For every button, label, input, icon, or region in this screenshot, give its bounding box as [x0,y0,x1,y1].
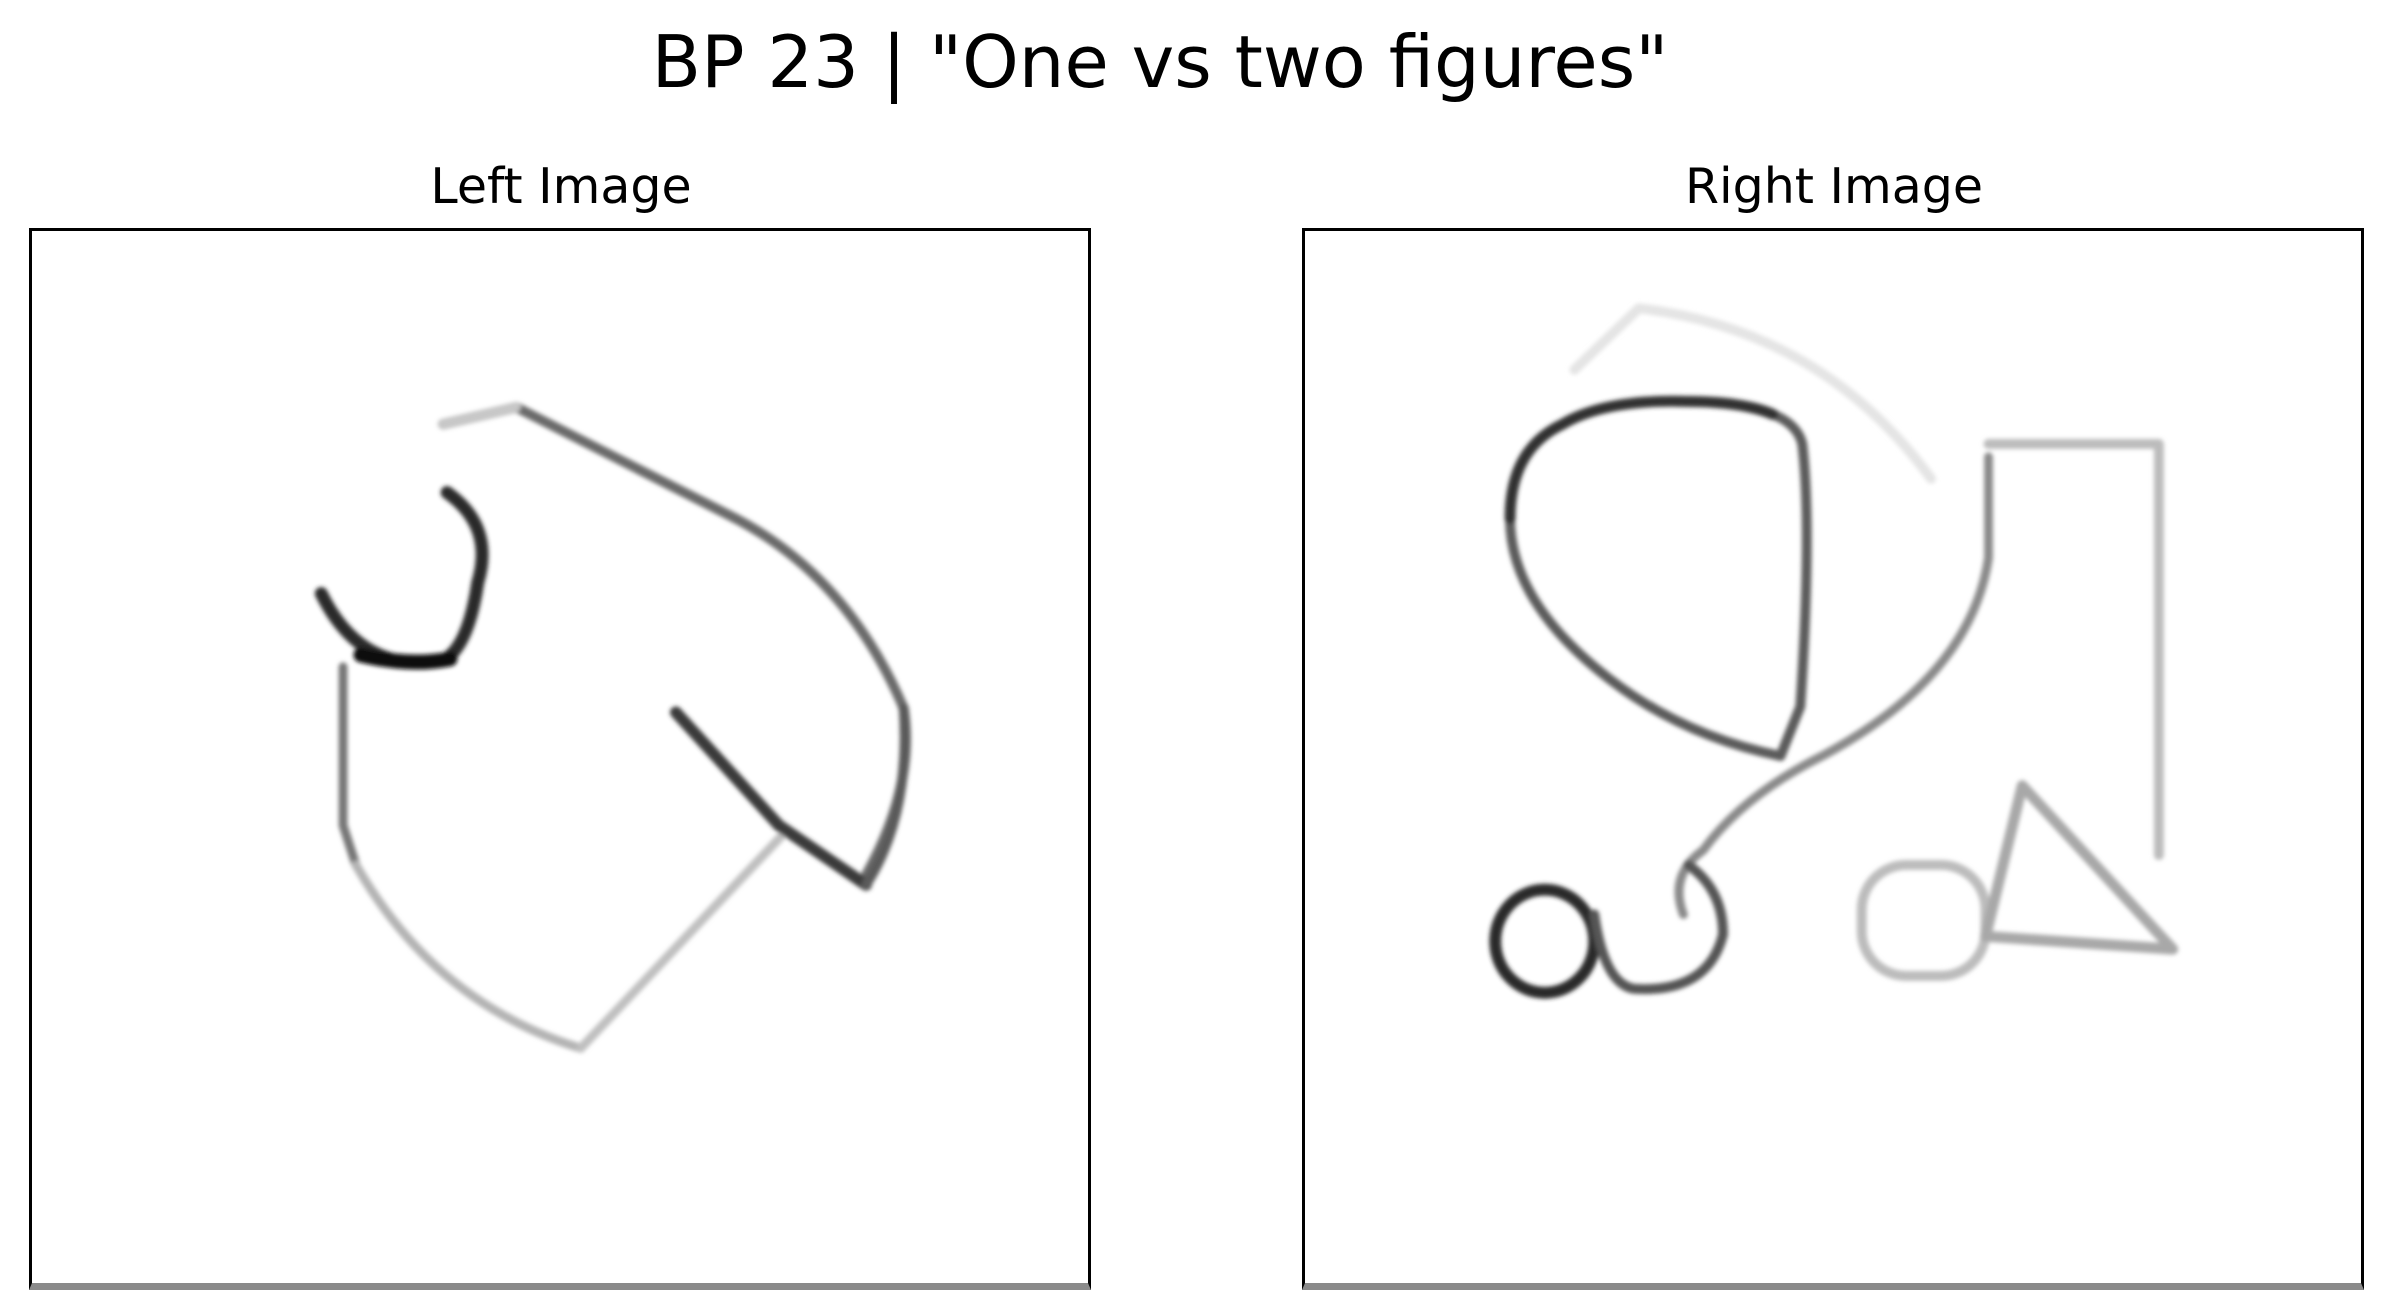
figure-right-side [861,703,910,890]
connecting-curve [1674,452,1993,919]
left-image-panel [29,228,1091,1290]
left-loop [1489,883,1601,999]
faint-top-arc [1569,303,1937,484]
figure-lower-right-edge [576,825,792,1053]
triangle [1980,780,2179,955]
figure-lower-left-edge [351,860,586,1053]
tall-rectangle [1983,439,2164,861]
right-image-drawing [1489,303,2179,999]
figure-inner-arm [669,706,873,891]
small-rounded-rect [1856,860,1991,981]
right-image-panel [1302,228,2364,1290]
figure-title: BP 23 | "One vs two figures" [651,20,1669,104]
figure-left-side [338,662,361,870]
shield-top-left [1504,395,1779,524]
figure-hook [314,486,489,670]
left-image-drawing [314,402,911,1053]
shield-outline [1505,396,1812,761]
right-panel-title: Right Image [1684,158,1984,215]
figure-top-left-connector [438,402,521,429]
figure-hook-bottom [353,647,458,670]
left-panel-title: Left Image [430,158,692,215]
figure-top-edge [438,402,911,880]
left-loop-tail [1589,860,1728,995]
